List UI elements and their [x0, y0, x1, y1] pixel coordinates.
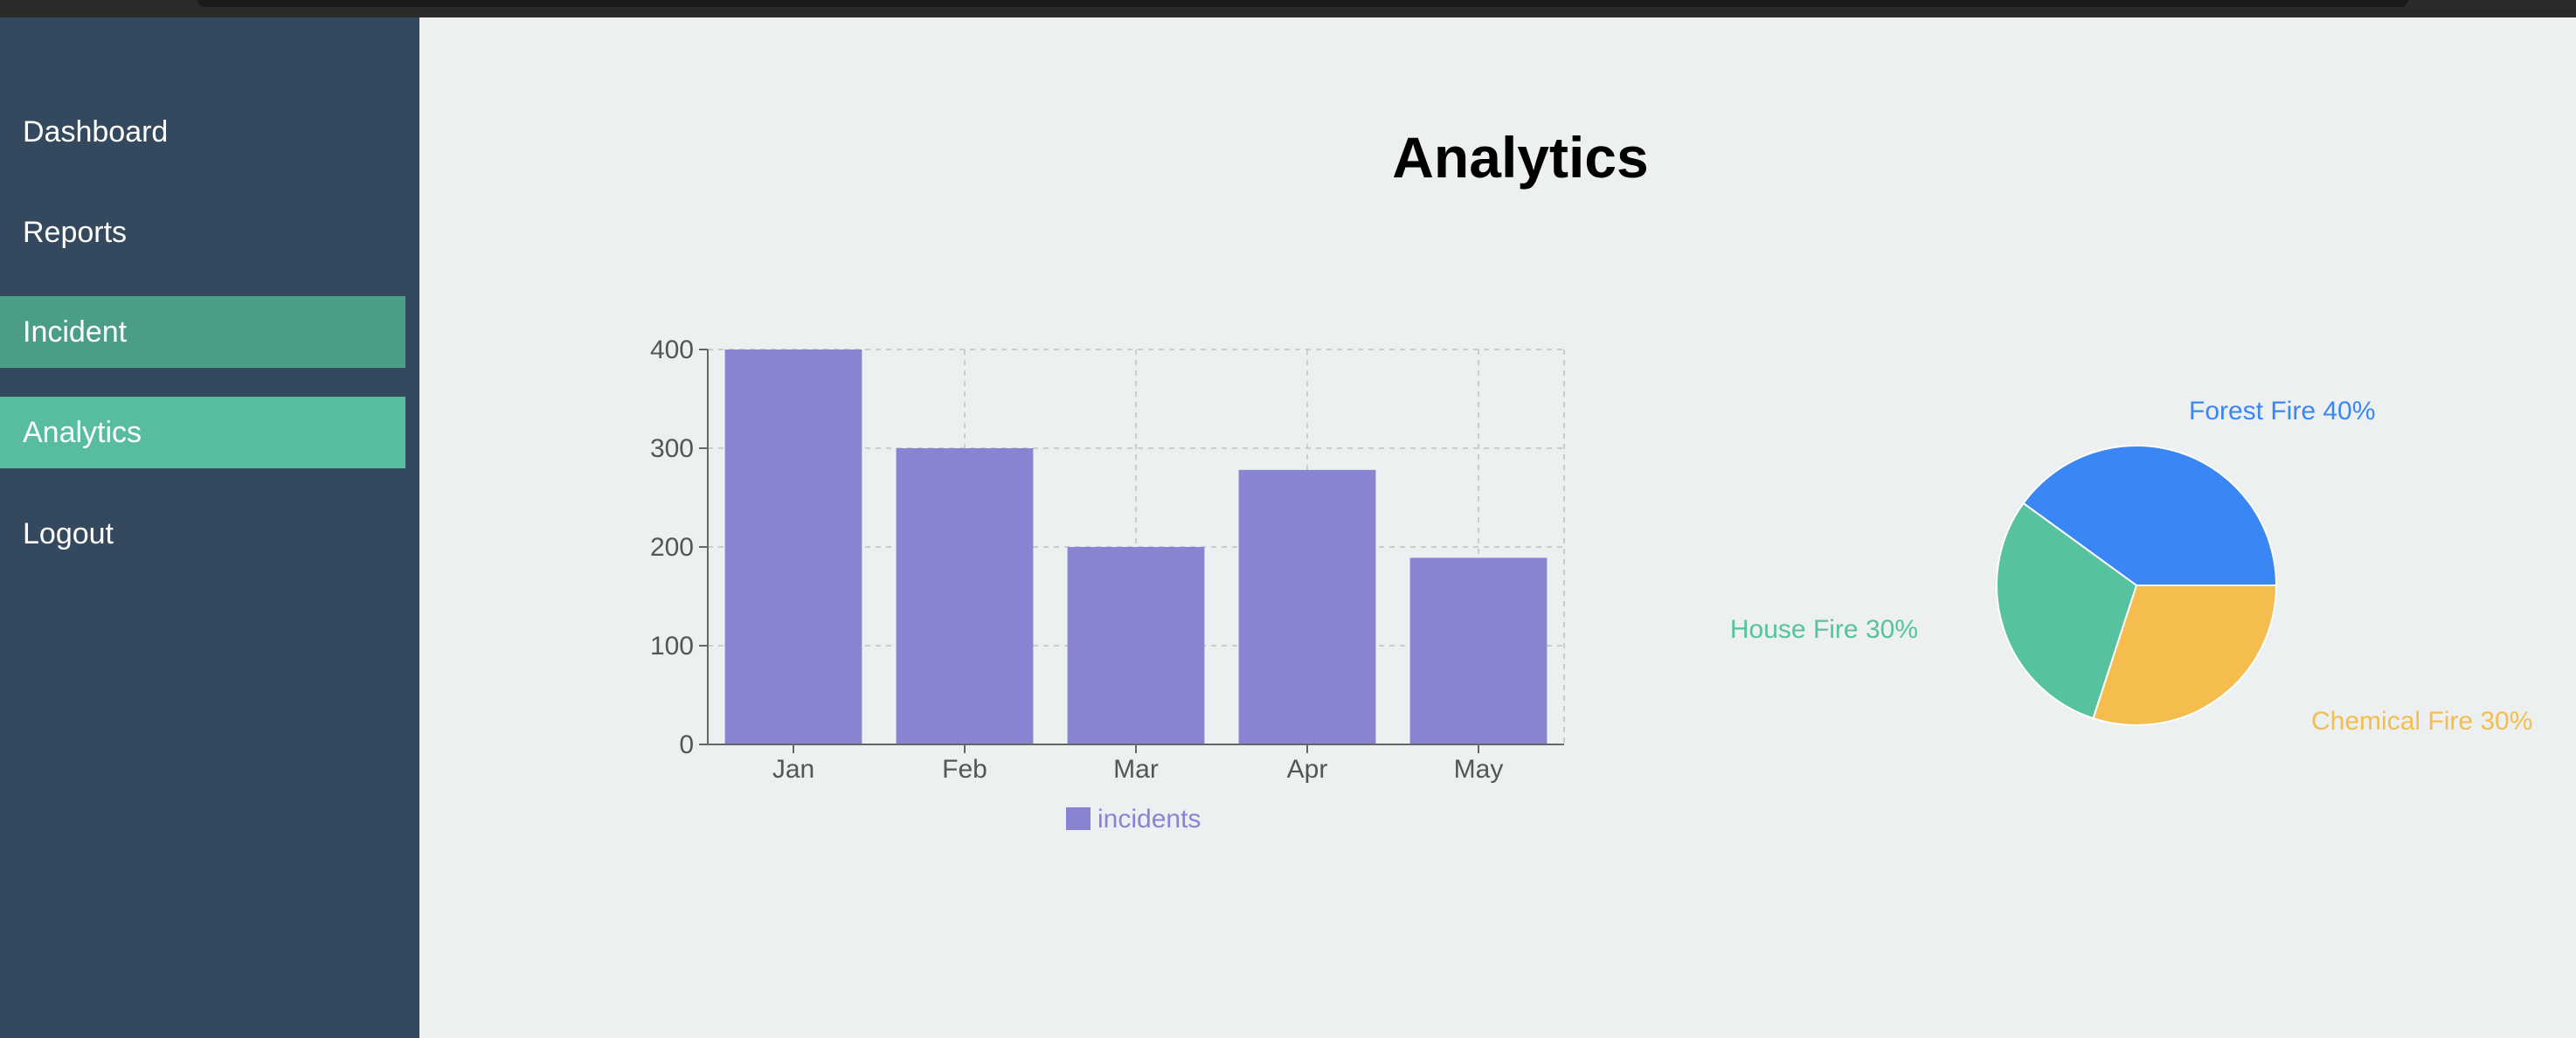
bar-chart: 0 100 200 300 400 Jan Feb Mar Apr May incidents: [650, 336, 1565, 834]
sidebar-item-logout[interactable]: Logout: [23, 517, 114, 550]
bar-mar[interactable]: [1067, 547, 1205, 744]
pie-label-house: House Fire 30%: [1730, 615, 1918, 644]
y-tick-label: 300: [650, 434, 694, 463]
page-title: Analytics: [1392, 125, 1649, 190]
pie-label-forest: Forest Fire 40%: [2189, 397, 2375, 426]
sidebar-item-reports[interactable]: Reports: [23, 216, 128, 249]
x-tick-label-may: May: [1454, 755, 1504, 784]
top-bar-notch: [197, 0, 2408, 7]
pie-slice-chemical[interactable]: [2092, 585, 2278, 726]
bar-may[interactable]: [1409, 557, 1548, 744]
x-tick-label-jan: Jan: [772, 755, 814, 784]
legend-label: incidents: [1098, 805, 1201, 834]
y-tick-label: 100: [650, 632, 694, 661]
sidebar-item-analytics[interactable]: Analytics: [0, 397, 405, 468]
y-tick-label: 0: [679, 730, 694, 759]
x-tick-label-feb: Feb: [942, 755, 987, 784]
sidebar-item-incident[interactable]: Incident: [0, 296, 405, 368]
bar-feb[interactable]: [896, 448, 1034, 744]
sidebar-item-dashboard[interactable]: Dashboard: [23, 115, 169, 149]
pie-slice-house[interactable]: [1996, 502, 2138, 720]
top-bar: [0, 0, 2576, 17]
pie-slice-forest[interactable]: [2022, 445, 2278, 586]
sidebar: Dashboard Reports Incident Analytics Log…: [0, 17, 419, 1038]
y-tick-label: 200: [650, 533, 694, 562]
legend-swatch: [1066, 807, 1091, 830]
pie-label-chemical: Chemical Fire 30%: [2311, 707, 2532, 736]
x-tick-label-apr: Apr: [1287, 755, 1328, 784]
bar-apr[interactable]: [1238, 469, 1376, 744]
y-tick-label: 400: [650, 336, 694, 364]
pie-chart: Forest Fire 40% House Fire 30% Chemical Fi…: [1730, 397, 2533, 736]
bar-jan[interactable]: [724, 349, 862, 744]
x-tick-label-mar: Mar: [1113, 755, 1159, 784]
